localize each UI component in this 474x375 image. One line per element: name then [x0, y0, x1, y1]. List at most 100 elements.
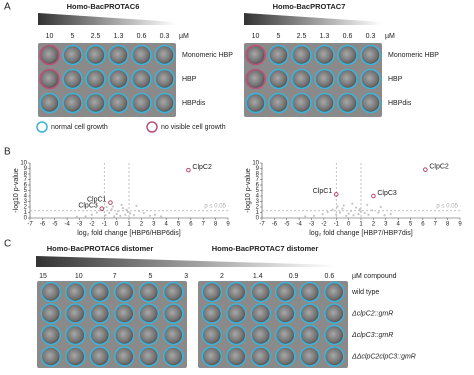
point: [119, 214, 122, 217]
well: [324, 346, 345, 367]
concentration: 10: [75, 273, 83, 280]
point: [338, 211, 342, 214]
concentration: 2: [220, 273, 224, 280]
well: [268, 44, 289, 66]
y-tick-label: 7: [24, 177, 28, 183]
row-label: Monomeric HBP: [182, 52, 233, 59]
point: [115, 213, 118, 216]
point: [132, 214, 136, 217]
well: [245, 68, 266, 90]
row-label: Monomeric HBP: [388, 52, 439, 59]
well: [337, 68, 358, 90]
x-tick-label: 7: [434, 222, 438, 228]
panel-label: B: [4, 147, 11, 158]
well: [291, 44, 312, 66]
x-tick-label: -1: [102, 222, 108, 228]
point: [124, 213, 127, 216]
well: [131, 92, 152, 114]
well: [226, 303, 247, 324]
well: [324, 324, 345, 346]
concentration: 2.5: [91, 33, 101, 40]
point: [129, 212, 132, 215]
well: [108, 44, 129, 66]
x-tick-label: 7: [202, 222, 206, 228]
concentration: 3: [184, 273, 188, 280]
point: [359, 210, 363, 213]
point: [126, 210, 129, 214]
well: [85, 92, 106, 114]
well: [89, 303, 110, 324]
well: [324, 303, 345, 324]
legend-swatch: [36, 121, 48, 133]
concentration: 0.9: [289, 273, 299, 280]
well: [163, 346, 184, 367]
y-tick-label: 6: [256, 183, 260, 189]
concentration: 0.3: [160, 33, 170, 40]
x-tick-label: 9: [226, 222, 230, 228]
highlight-point: [108, 200, 113, 205]
y-tick-label: 9: [256, 166, 260, 172]
x-tick-label: 0: [115, 222, 119, 228]
point-label: ClpC2: [192, 164, 212, 171]
well: [163, 324, 184, 346]
x-tick-label: 6: [189, 222, 193, 228]
well: [65, 324, 86, 346]
well: [324, 281, 345, 303]
point: [113, 215, 116, 218]
point: [104, 214, 107, 217]
y-tick-label: 0: [24, 216, 28, 222]
point: [125, 208, 128, 211]
unit: µM compound: [352, 273, 397, 280]
y-tick-label: 1: [24, 210, 28, 216]
concentration: 5: [148, 273, 152, 280]
y-tick-label: 8: [24, 172, 28, 178]
point: [116, 210, 119, 213]
point: [336, 205, 339, 208]
concentration: 1.4: [253, 273, 263, 280]
x-tick-label: 8: [446, 222, 450, 228]
y-axis-label: -log10 p-value: [13, 168, 20, 212]
well: [360, 92, 381, 114]
threshold-label: p ≤ 0.05: [436, 203, 458, 209]
well: [360, 44, 381, 66]
panel-label: C: [4, 239, 11, 250]
x-tick-label: -3: [309, 222, 315, 228]
point: [326, 210, 329, 214]
y-tick-label: 2: [24, 205, 28, 211]
legend-label: normal cell growth: [51, 124, 108, 131]
row-label: HBPdis: [182, 100, 206, 107]
x-tick-label: 4: [164, 222, 168, 228]
y-tick-label: 3: [256, 199, 260, 205]
x-tick-label: 6: [421, 222, 425, 228]
well: [40, 281, 61, 303]
point: [90, 213, 93, 216]
point: [153, 213, 157, 216]
x-tick-label: -7: [27, 222, 33, 228]
well: [65, 281, 86, 303]
concentration: 1.3: [320, 33, 330, 40]
well: [65, 303, 86, 324]
well: [201, 324, 222, 346]
well: [337, 92, 358, 114]
y-tick-label: 8: [256, 172, 260, 178]
point: [366, 203, 369, 206]
point-label: ClpC1: [313, 188, 333, 195]
x-tick-label: 3: [384, 222, 388, 228]
well: [250, 346, 271, 367]
point: [341, 207, 344, 210]
well: [314, 44, 335, 66]
plate: [198, 281, 348, 368]
well: [275, 281, 296, 303]
concentration: 7: [113, 273, 117, 280]
row-label: HBP: [182, 76, 197, 83]
x-tick-label: -6: [272, 222, 278, 228]
y-tick-label: 5: [24, 188, 28, 194]
x-tick-label: -4: [64, 222, 70, 228]
well: [114, 281, 135, 303]
point: [350, 209, 353, 212]
legend-label: no visible cell growth: [161, 124, 226, 131]
legend-swatch: [146, 121, 158, 133]
point: [312, 214, 316, 217]
well: [62, 68, 83, 90]
